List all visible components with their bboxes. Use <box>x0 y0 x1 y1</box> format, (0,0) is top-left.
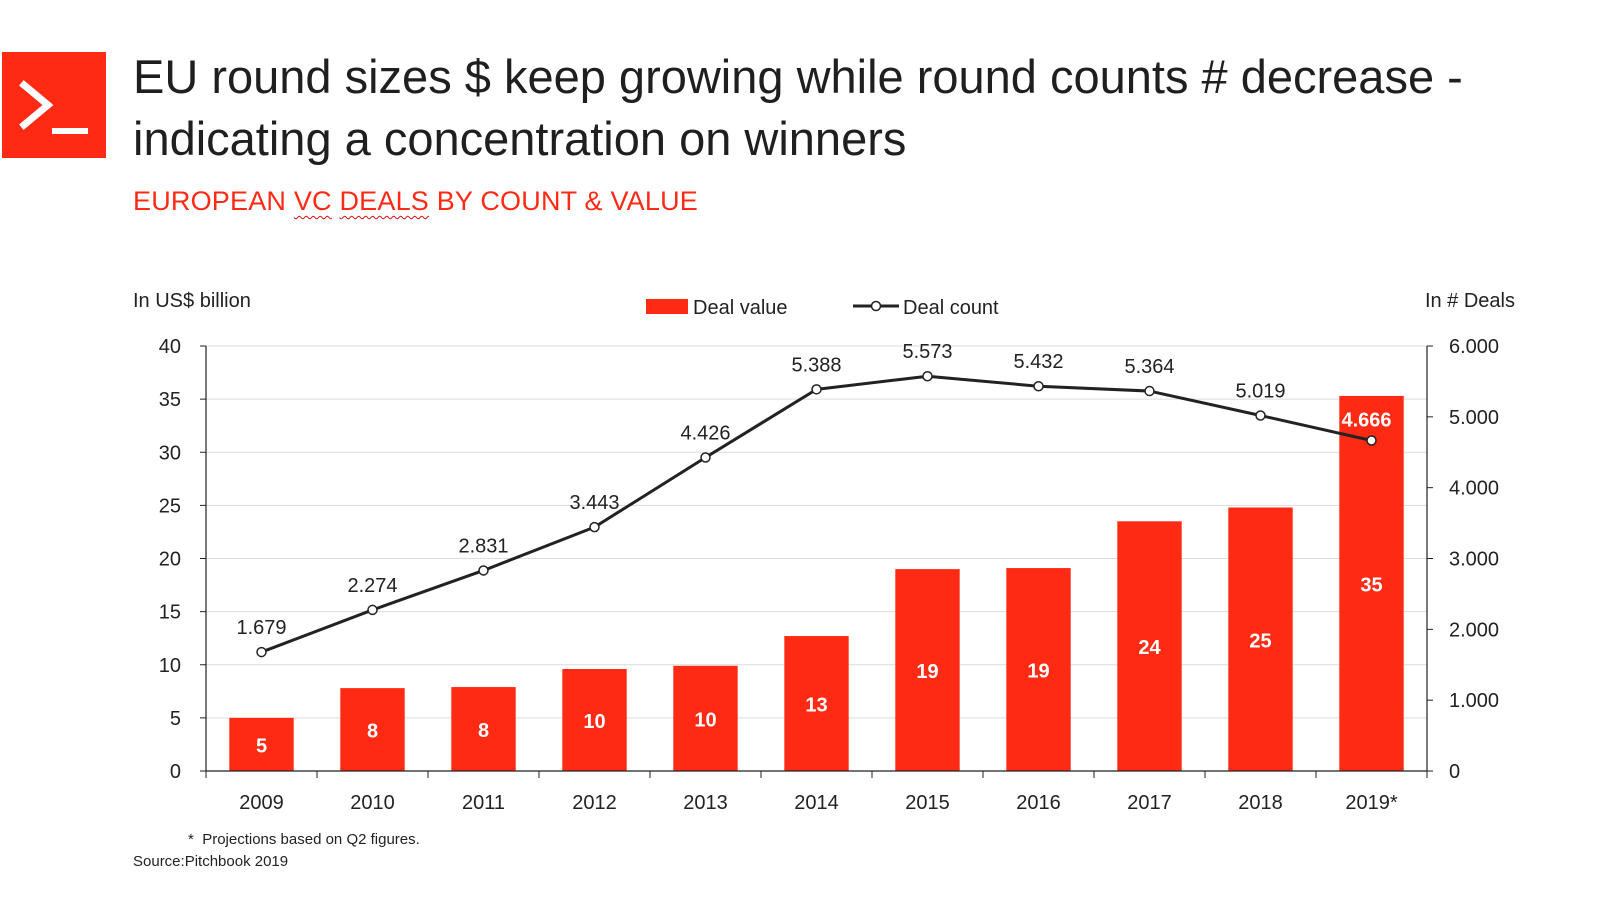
x-tick-label: 2019* <box>1345 792 1397 814</box>
y-tick-label-left: 20 <box>159 549 181 571</box>
bar-value-label: 8 <box>478 720 489 742</box>
subtitle-pre: EUROPEAN <box>133 186 294 216</box>
x-tick-label: 2016 <box>1016 792 1061 814</box>
y-tick-label-left: 25 <box>159 495 181 517</box>
bar-value-label: 10 <box>583 711 605 733</box>
data-labels: 5 8 8 10 10 13 19 19 24 25 35 1.679 2.274 2.831 3.443 4… <box>236 341 1391 757</box>
x-tick-label: 2012 <box>572 792 617 814</box>
x-tick-label: 2010 <box>350 792 395 814</box>
title-line-2: indicating a concentration on winners <box>133 112 907 165</box>
line-point <box>589 521 600 533</box>
line-value-label: 4.426 <box>680 422 730 444</box>
line-point <box>1366 435 1377 446</box>
bar <box>340 688 405 771</box>
line-value-label: 2.274 <box>347 575 397 597</box>
line-series <box>256 370 1377 658</box>
y-tick-label-right: 4.000 <box>1449 478 1499 500</box>
bar-value-label: 25 <box>1249 630 1271 652</box>
y-tick-label-right: 6.000 <box>1449 336 1499 358</box>
bar <box>1339 395 1404 771</box>
bar <box>1228 507 1293 771</box>
bar <box>673 665 738 771</box>
line-value-label: 4.666 <box>1341 409 1391 431</box>
y-tick-label-left: 0 <box>170 761 181 783</box>
line-point <box>367 604 378 616</box>
bar <box>784 636 849 771</box>
x-tick-label: 2017 <box>1127 792 1172 814</box>
line-point <box>700 452 711 463</box>
legend-label-deal-value: Deal value <box>693 297 788 319</box>
bar-value-label: 35 <box>1360 574 1382 596</box>
footnote-text: Projections based on Q2 figures. <box>202 831 420 848</box>
subtitle-vc: VC <box>293 186 332 216</box>
y-axis-label-right: In # Deals <box>1425 290 1515 312</box>
line-value-label: 5.019 <box>1235 380 1285 402</box>
x-tick-label: 2009 <box>239 792 284 814</box>
line-point <box>256 646 267 658</box>
y-tick-label-left: 15 <box>159 602 181 624</box>
logo <box>2 52 106 158</box>
x-tick-label: 2011 <box>462 792 505 814</box>
line-point <box>478 565 489 576</box>
y-tick-label-left: 5 <box>170 708 181 730</box>
y-tick-label-right: 0 <box>1449 761 1460 783</box>
line-value-label: 1.679 <box>236 617 286 639</box>
y-tick-label-left: 35 <box>159 389 181 411</box>
bar <box>895 569 960 771</box>
bar <box>229 717 294 771</box>
x-tick-label: 2014 <box>794 792 839 814</box>
line-point <box>1033 380 1044 392</box>
terminal-prompt-icon <box>19 80 88 134</box>
bar-series <box>229 395 1404 771</box>
line-point <box>811 384 822 395</box>
bar-value-label: 24 <box>1138 637 1161 659</box>
line-value-label: 3.443 <box>569 492 619 514</box>
legend-swatch-marker <box>870 300 882 312</box>
page-title: EU round sizes $ keep growing while roun… <box>133 46 1573 170</box>
bar <box>1117 521 1182 771</box>
x-tick-label: 2015 <box>905 792 950 814</box>
y-tick-label-left: 10 <box>159 655 181 677</box>
bar-value-label: 13 <box>805 695 827 717</box>
x-tick-label: 2013 <box>683 792 728 814</box>
footnote-mark: * <box>188 831 194 848</box>
legend: Deal value Deal count <box>646 297 999 319</box>
bar-value-label: 19 <box>1027 661 1049 683</box>
line-value-label: 5.573 <box>902 341 952 363</box>
line-value-label: 2.831 <box>458 535 508 557</box>
y-tick-label-right: 3.000 <box>1449 549 1499 571</box>
y-tick-label-right: 2.000 <box>1449 619 1499 641</box>
bar-value-label: 8 <box>367 721 378 743</box>
footnote: * Projections based on Q2 figures. <box>188 831 420 848</box>
line-value-label: 5.388 <box>791 354 841 376</box>
line-point <box>1255 410 1266 421</box>
legend-label-deal-count: Deal count <box>903 297 999 319</box>
title-line-1: EU round sizes $ keep growing while roun… <box>133 50 1463 103</box>
line-value-label: 5.364 <box>1124 356 1174 378</box>
deal-count-line <box>260 374 1372 654</box>
bar-value-label: 19 <box>916 661 938 683</box>
legend-swatch-deal-value <box>646 299 688 314</box>
y-tick-label-left: 40 <box>159 336 181 358</box>
bar <box>451 687 516 771</box>
y-tick-label-left: 30 <box>159 442 181 464</box>
bar <box>562 669 627 771</box>
line-point <box>922 370 933 382</box>
subtitle-post: BY COUNT & VALUE <box>429 186 698 216</box>
line-value-label: 5.432 <box>1013 351 1063 373</box>
line-point <box>1144 385 1155 397</box>
y-tick-label-right: 5.000 <box>1449 407 1499 429</box>
source-note: Source:Pitchbook 2019 <box>133 853 289 870</box>
axes: 0 5 10 15 20 25 30 35 40 0 1.000 2.000 3.000 4.000 5.0… <box>159 336 1499 814</box>
bar-value-label: 10 <box>694 709 716 731</box>
bar <box>1006 568 1071 771</box>
bar-value-label: 5 <box>256 735 267 757</box>
y-axis-label-left: In US$ billion <box>133 290 251 312</box>
chart-subtitle: EUROPEAN VC DEALS BY COUNT & VALUE <box>133 186 698 217</box>
y-tick-label-right: 1.000 <box>1449 690 1499 712</box>
x-tick-label: 2018 <box>1238 792 1283 814</box>
subtitle-deals: DEALS <box>339 186 430 216</box>
